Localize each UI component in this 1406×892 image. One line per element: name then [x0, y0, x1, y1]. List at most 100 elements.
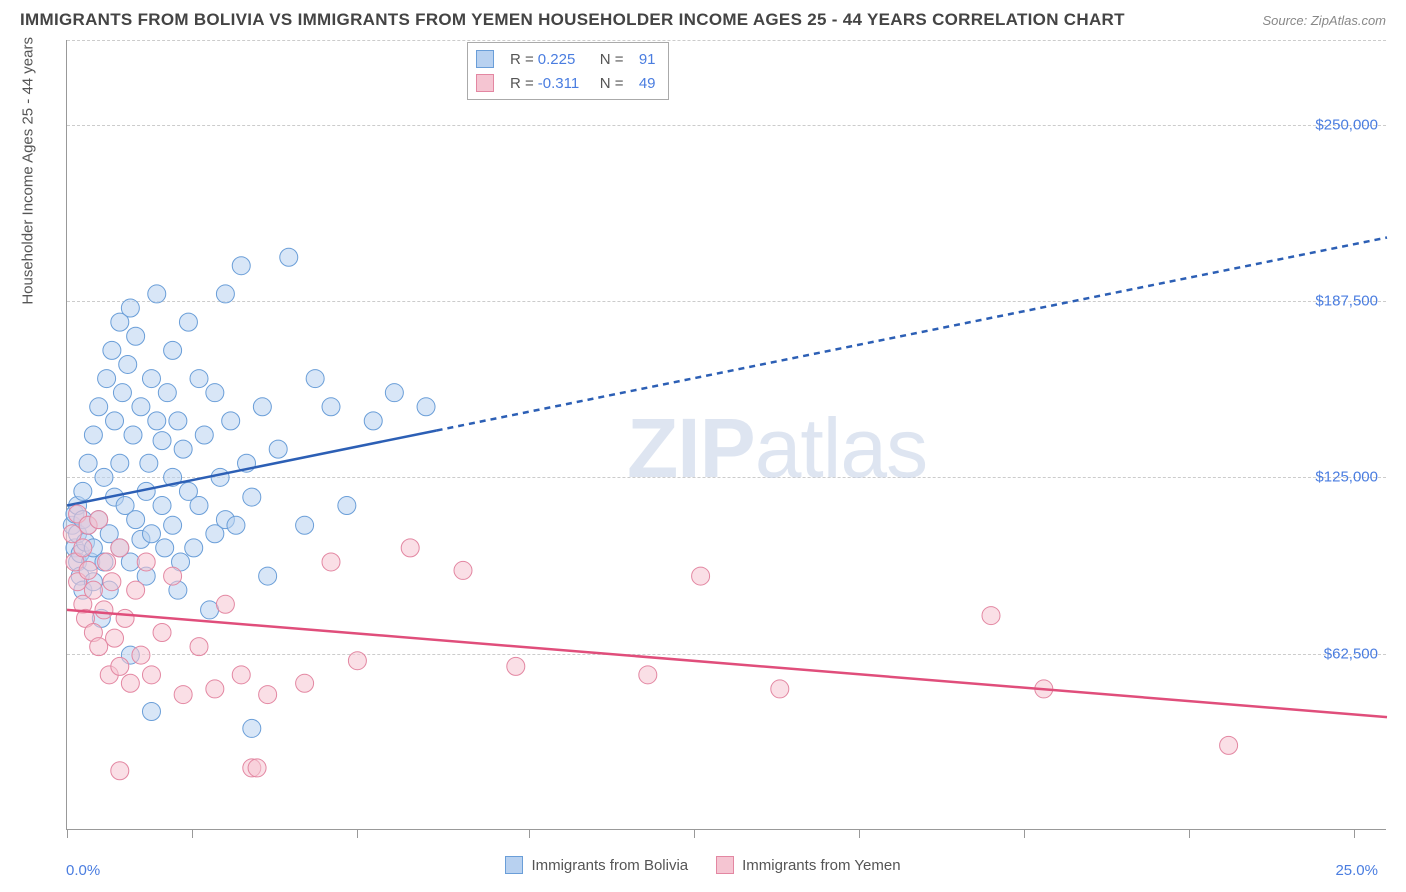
scatter-point — [142, 666, 160, 684]
scatter-point — [142, 703, 160, 721]
scatter-point — [156, 539, 174, 557]
scatter-point — [206, 384, 224, 402]
scatter-point — [201, 601, 219, 619]
scatter-point — [153, 432, 171, 450]
scatter-point — [148, 412, 166, 430]
scatter-point — [142, 370, 160, 388]
scatter-point — [124, 426, 142, 444]
scatter-point — [140, 454, 158, 472]
scatter-point — [95, 468, 113, 486]
scatter-point — [322, 398, 340, 416]
scatter-point — [507, 657, 525, 675]
scatter-svg — [67, 40, 1387, 830]
scatter-point — [259, 686, 277, 704]
scatter-point — [111, 539, 129, 557]
scatter-point — [222, 412, 240, 430]
legend-label: Immigrants from Bolivia — [531, 857, 688, 874]
stat-n-value: 49 — [628, 75, 656, 92]
scatter-point — [84, 581, 102, 599]
stat-r-value: -0.311 — [538, 75, 592, 92]
stat-r-value: 0.225 — [538, 51, 592, 68]
x-tick — [859, 830, 860, 838]
stat-legend-row: R =-0.311 N =49 — [476, 71, 656, 95]
scatter-point — [639, 666, 657, 684]
scatter-point — [98, 553, 116, 571]
x-tick — [67, 830, 68, 838]
scatter-point — [692, 567, 710, 585]
scatter-point — [95, 601, 113, 619]
scatter-point — [106, 629, 124, 647]
stat-r-label: R = — [510, 51, 534, 68]
scatter-point — [306, 370, 324, 388]
trend-line-dashed — [437, 238, 1387, 431]
scatter-point — [142, 525, 160, 543]
scatter-point — [243, 488, 261, 506]
scatter-point — [127, 581, 145, 599]
scatter-point — [179, 313, 197, 331]
scatter-point — [195, 426, 213, 444]
scatter-point — [401, 539, 419, 557]
stat-n-label: N = — [600, 51, 624, 68]
scatter-point — [148, 285, 166, 303]
scatter-point — [190, 370, 208, 388]
legend-item: Immigrants from Yemen — [716, 856, 900, 874]
chart-plot-area: $62,500$125,000$187,500$250,000 ZIPatlas… — [66, 40, 1386, 830]
scatter-point — [169, 412, 187, 430]
scatter-point — [216, 285, 234, 303]
scatter-point — [269, 440, 287, 458]
scatter-point — [106, 412, 124, 430]
scatter-point — [232, 666, 250, 684]
x-tick — [529, 830, 530, 838]
scatter-point — [103, 341, 121, 359]
x-tick — [1354, 830, 1355, 838]
stats-legend-box: R =0.225N =91R =-0.311N =49 — [467, 42, 669, 100]
scatter-point — [174, 440, 192, 458]
scatter-point — [103, 573, 121, 591]
x-tick — [1189, 830, 1190, 838]
x-tick — [694, 830, 695, 838]
legend-label: Immigrants from Yemen — [742, 857, 900, 874]
scatter-point — [417, 398, 435, 416]
x-tick — [357, 830, 358, 838]
legend-swatch — [476, 74, 494, 92]
scatter-point — [121, 674, 139, 692]
scatter-point — [280, 248, 298, 266]
scatter-point — [216, 595, 234, 613]
x-tick — [192, 830, 193, 838]
scatter-point — [771, 680, 789, 698]
scatter-point — [164, 341, 182, 359]
scatter-point — [121, 299, 139, 317]
scatter-point — [79, 561, 97, 579]
stat-r-label: R = — [510, 75, 534, 92]
scatter-point — [90, 638, 108, 656]
stat-n-label: N = — [600, 75, 624, 92]
scatter-point — [296, 674, 314, 692]
scatter-point — [174, 686, 192, 704]
legend-item: Immigrants from Bolivia — [505, 856, 688, 874]
y-axis-label: Householder Income Ages 25 - 44 years — [20, 37, 37, 305]
scatter-point — [158, 384, 176, 402]
scatter-point — [74, 482, 92, 500]
scatter-point — [248, 759, 266, 777]
scatter-point — [153, 624, 171, 642]
scatter-point — [111, 454, 129, 472]
scatter-point — [127, 327, 145, 345]
scatter-point — [190, 497, 208, 515]
scatter-point — [164, 516, 182, 534]
scatter-point — [253, 398, 271, 416]
scatter-point — [243, 719, 261, 737]
scatter-point — [338, 497, 356, 515]
scatter-point — [153, 497, 171, 515]
scatter-point — [982, 607, 1000, 625]
scatter-point — [454, 561, 472, 579]
scatter-point — [79, 454, 97, 472]
scatter-point — [98, 370, 116, 388]
scatter-point — [1220, 736, 1238, 754]
scatter-point — [137, 553, 155, 571]
stat-legend-row: R =0.225N =91 — [476, 47, 656, 71]
scatter-point — [119, 355, 137, 373]
scatter-point — [364, 412, 382, 430]
legend-swatch — [505, 856, 523, 874]
legend-swatch — [476, 50, 494, 68]
chart-title: IMMIGRANTS FROM BOLIVIA VS IMMIGRANTS FR… — [20, 10, 1125, 30]
